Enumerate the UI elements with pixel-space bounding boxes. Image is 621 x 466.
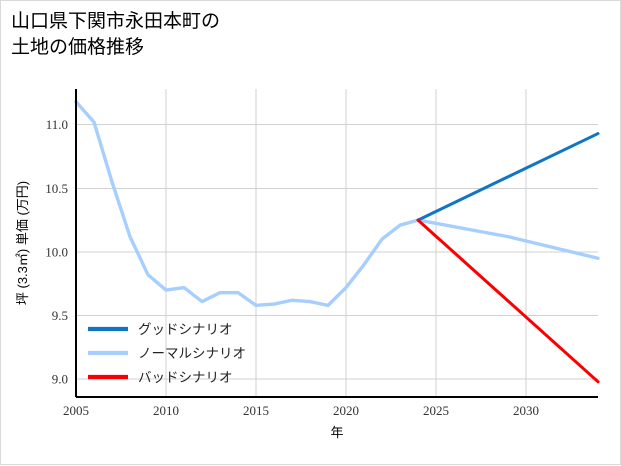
legend-label: バッドシナリオ — [138, 370, 233, 385]
page-title: 山口県下関市永田本町の 土地の価格推移 — [11, 11, 221, 58]
y-tick-label: 10.0 — [45, 244, 68, 259]
y-axis-title: 坪 (3.3㎡) 単価 (万円) — [15, 181, 30, 305]
x-tick-label: 2025 — [423, 403, 449, 418]
x-tick-label: 2015 — [243, 403, 269, 418]
x-axis-tick-labels: 2005 2010 2015 2020 2025 2030 — [63, 403, 539, 418]
chart-series — [74, 100, 600, 384]
series-line — [416, 218, 600, 384]
y-tick-label: 11.0 — [46, 117, 68, 132]
y-tick-label: 9.5 — [52, 308, 68, 323]
y-tick-label: 10.5 — [45, 181, 68, 196]
x-tick-label: 2020 — [333, 403, 359, 418]
series-line — [74, 100, 600, 308]
x-tick-label: 2030 — [513, 403, 539, 418]
series-line — [416, 132, 600, 222]
x-axis-title: 年 — [330, 425, 343, 440]
y-gridlines — [76, 124, 598, 380]
y-axis-tick-labels: 9.0 9.5 10.0 10.5 11.0 — [45, 117, 68, 387]
y-tick-label: 9.0 — [52, 372, 68, 387]
x-tick-label: 2010 — [153, 403, 179, 418]
x-tick-label: 2005 — [63, 403, 89, 418]
legend-label: グッドシナリオ — [138, 322, 233, 337]
legend-label: ノーマルシナリオ — [138, 346, 246, 361]
